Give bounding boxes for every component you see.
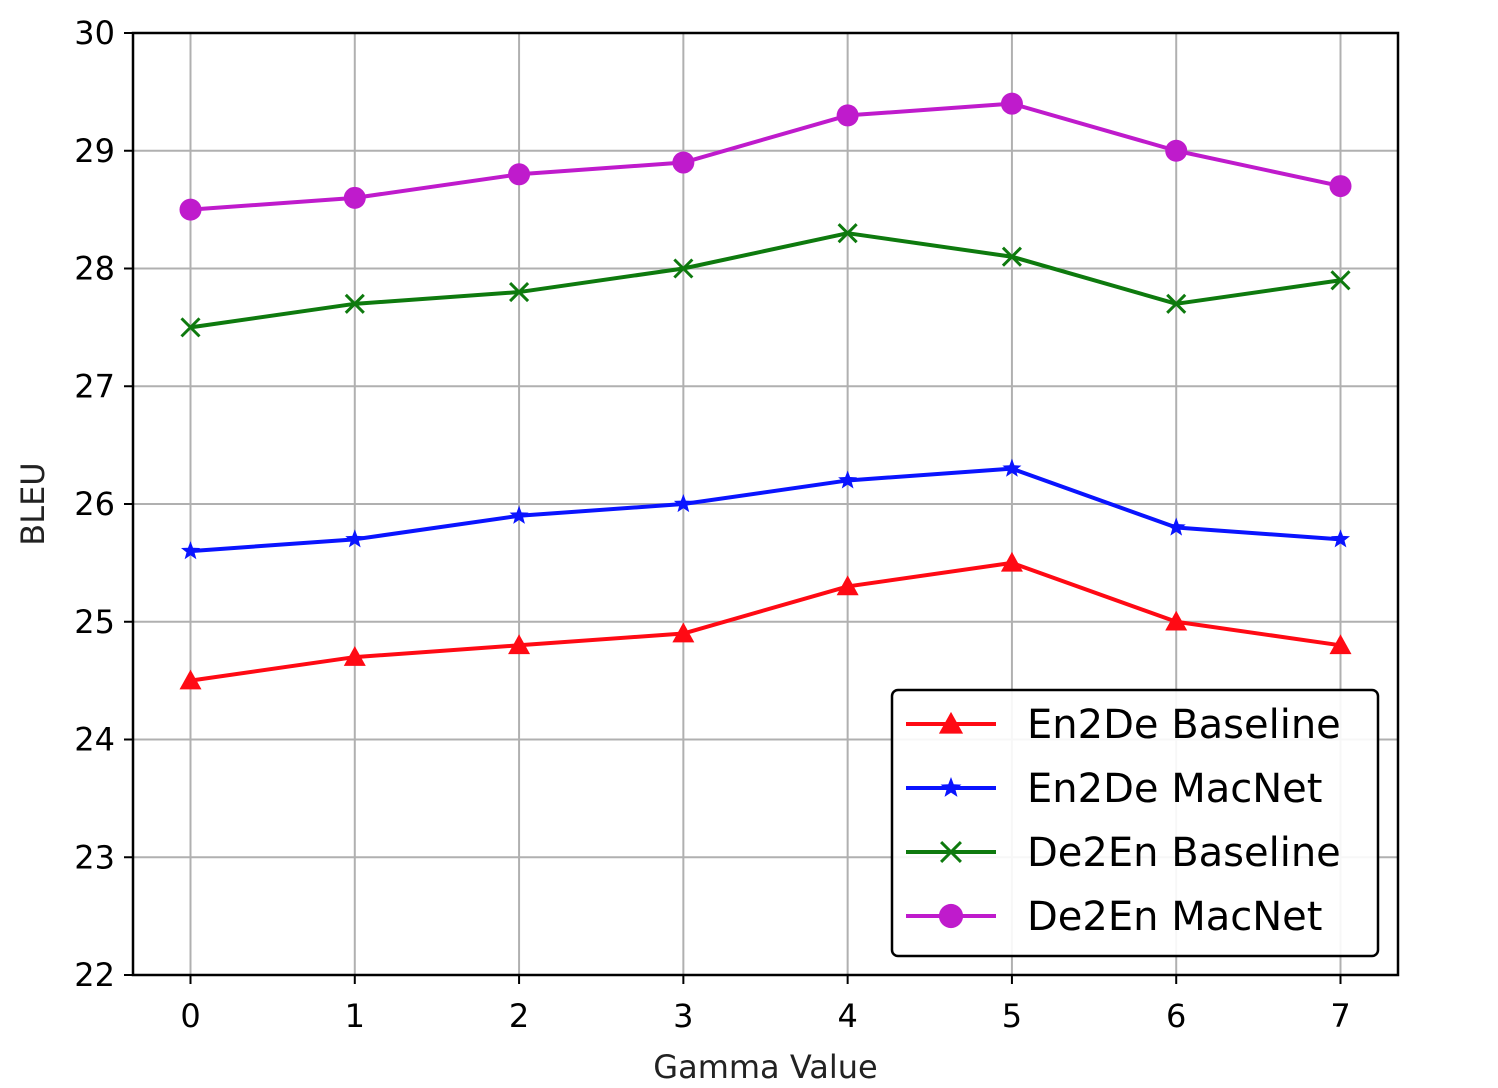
data-point-en2de-baseline (343, 646, 366, 666)
series-en2de-macnet (180, 458, 1351, 560)
data-point-de2en-macnet (836, 104, 859, 127)
y-tick-label: 23 (74, 838, 115, 876)
data-point-en2de-macnet (180, 541, 201, 560)
legend-label: En2De MacNet (1027, 766, 1322, 812)
data-point-en2de-baseline (1165, 610, 1188, 631)
legend-item-en2de-baseline: En2De Baseline (906, 702, 1341, 748)
data-point-de2en-baseline (1330, 270, 1351, 291)
data-point-en2de-baseline (508, 634, 531, 655)
legend-item-en2de-macnet: En2De MacNet (906, 766, 1322, 812)
x-tick-label: 3 (673, 997, 693, 1035)
y-axis-label: BLEU (14, 462, 52, 545)
data-point-de2en-macnet (1165, 139, 1188, 162)
x-axis-label: Gamma Value (653, 1048, 877, 1086)
x-tick-label: 2 (509, 997, 529, 1035)
legend-item-de2en-baseline: De2En Baseline (906, 830, 1341, 876)
data-point-en2de-macnet (1002, 458, 1022, 477)
data-point-en2de-baseline (179, 669, 202, 690)
data-point-de2en-baseline (837, 223, 858, 244)
y-tick-label: 25 (74, 603, 115, 641)
y-tick-label: 30 (74, 14, 115, 52)
series-line-en2de-macnet (190, 466, 1341, 554)
legend-swatch-marker (940, 777, 962, 797)
legend-box (890, 688, 1380, 958)
data-point-de2en-baseline (1166, 293, 1187, 314)
legend-swatch-marker (938, 903, 964, 929)
series-line-de2en-macnet (190, 101, 1341, 212)
data-point-de2en-macnet (1000, 92, 1023, 115)
y-tick-label: 27 (74, 367, 115, 405)
x-tick-label: 0 (180, 997, 200, 1035)
data-point-de2en-baseline (1001, 246, 1022, 267)
data-point-en2de-baseline (836, 575, 859, 596)
x-tick-label: 5 (1002, 997, 1022, 1035)
legend-swatch-marker (940, 841, 962, 863)
data-point-de2en-baseline (344, 293, 365, 314)
data-point-de2en-baseline (673, 258, 694, 279)
data-point-de2en-baseline (509, 281, 530, 303)
series-en2de-baseline (179, 551, 1352, 690)
y-tick-label: 22 (74, 956, 115, 994)
data-point-en2de-macnet (673, 494, 693, 513)
data-point-de2en-macnet (1329, 175, 1352, 198)
series-de2en-macnet (179, 92, 1352, 221)
data-point-de2en-baseline (180, 317, 201, 338)
x-tick-label: 4 (837, 997, 857, 1035)
series-line-en2de-baseline (190, 560, 1341, 683)
y-tick-label: 28 (74, 250, 115, 288)
series-group (179, 92, 1352, 690)
data-point-de2en-macnet (343, 186, 366, 209)
legend-swatch-marker (938, 711, 964, 734)
legend-label: En2De Baseline (1027, 702, 1341, 748)
x-tick-label: 7 (1330, 997, 1350, 1035)
data-point-de2en-macnet (508, 163, 531, 186)
data-point-en2de-macnet (838, 470, 858, 489)
data-point-de2en-macnet (672, 151, 695, 174)
legend: En2De Baseline En2De MacNet De2En Baseline… (890, 688, 1380, 958)
data-point-en2de-baseline (1000, 551, 1023, 572)
data-point-en2de-macnet (345, 529, 365, 548)
data-point-en2de-baseline (672, 622, 695, 643)
x-tick-label: 6 (1166, 997, 1186, 1035)
series-de2en-baseline (180, 223, 1351, 338)
plot-area-frame (131, 31, 1400, 977)
y-tick-label: 24 (74, 721, 115, 759)
legend-label: De2En MacNet (1027, 894, 1322, 940)
x-tick-label: 1 (345, 997, 365, 1035)
series-line-de2en-baseline (190, 231, 1341, 330)
data-point-de2en-macnet (179, 198, 202, 221)
data-point-en2de-macnet (1166, 517, 1186, 536)
data-point-en2de-macnet (509, 505, 529, 524)
data-point-en2de-baseline (1329, 634, 1352, 655)
legend-label: De2En Baseline (1027, 830, 1341, 876)
data-point-en2de-macnet (1330, 529, 1351, 548)
legend-item-de2en-macnet: De2En MacNet (906, 894, 1322, 940)
y-tick-label: 26 (74, 485, 115, 523)
y-tick-label: 29 (74, 132, 115, 170)
